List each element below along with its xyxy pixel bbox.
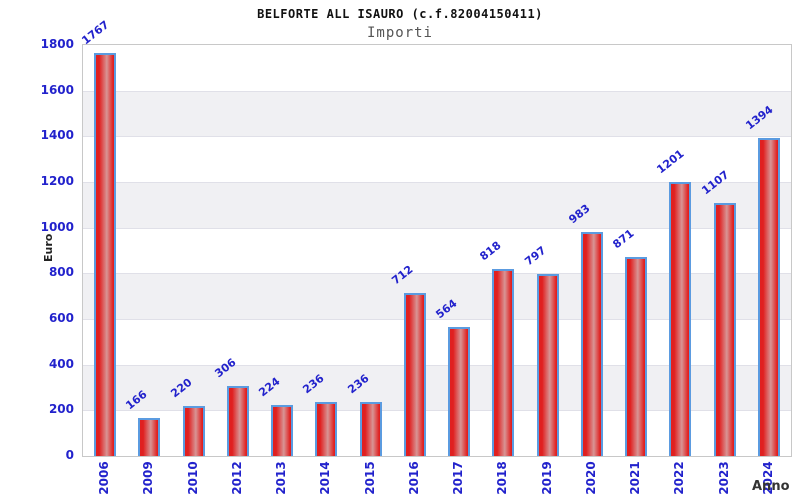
y-tick-label: 0	[65, 448, 74, 462]
x-tick-label: 2006	[97, 461, 112, 495]
y-tick-label: 600	[48, 311, 74, 325]
x-tick-label: 2010	[185, 461, 200, 495]
y-tick-label: 200	[48, 402, 74, 417]
grid-band	[83, 45, 791, 91]
x-tick-label: 2019	[539, 461, 554, 495]
grid-band	[83, 90, 791, 137]
y-axis-label: Euro	[42, 233, 55, 262]
chart-subtitle: Importi	[366, 25, 433, 41]
x-tick-label: 2016	[406, 461, 421, 495]
x-tick-label: 2009	[141, 461, 156, 495]
bar-2018	[492, 269, 515, 456]
chart-title: BELFORTE ALL ISAURO (c.f.82004150411)	[257, 7, 543, 21]
x-tick-label: 2014	[318, 461, 333, 495]
y-tick-label: 400	[48, 356, 74, 371]
x-tick-label: 2017	[451, 461, 466, 495]
y-tick-label: 1200	[40, 174, 74, 188]
x-tick-label: 2023	[716, 461, 731, 495]
bar-2014	[315, 402, 338, 456]
x-tick-label: 2020	[583, 461, 598, 495]
grid-band	[83, 136, 791, 182]
y-tick-label: 1000	[40, 219, 74, 234]
x-tick-label: 2022	[672, 461, 687, 495]
bar-2024	[757, 137, 780, 456]
bar-2006	[94, 52, 117, 456]
bar-2012	[226, 386, 249, 456]
bar-2020	[580, 231, 603, 456]
bar-2023	[713, 203, 736, 456]
bar-2016	[403, 293, 426, 456]
x-tick-label: 2021	[628, 461, 643, 495]
y-tick-label: 1800	[40, 37, 74, 51]
x-tick-label: 2015	[362, 461, 377, 495]
x-tick-label: 2013	[274, 461, 289, 495]
bar-2015	[359, 402, 382, 456]
bar-2013	[271, 404, 294, 456]
bar-2009	[138, 418, 161, 456]
bar-2021	[625, 257, 648, 456]
x-tick-label: 2018	[495, 461, 510, 495]
y-tick-label: 1600	[40, 82, 74, 97]
bar-2022	[669, 181, 692, 456]
bar-2010	[182, 405, 205, 456]
x-axis-label: Anno	[752, 479, 790, 494]
bar-2017	[448, 327, 471, 456]
y-tick-label: 800	[48, 265, 74, 280]
plot-area	[82, 44, 792, 457]
x-tick-label: 2012	[229, 461, 244, 495]
y-tick-label: 1400	[40, 128, 74, 143]
bar-2019	[536, 274, 559, 456]
